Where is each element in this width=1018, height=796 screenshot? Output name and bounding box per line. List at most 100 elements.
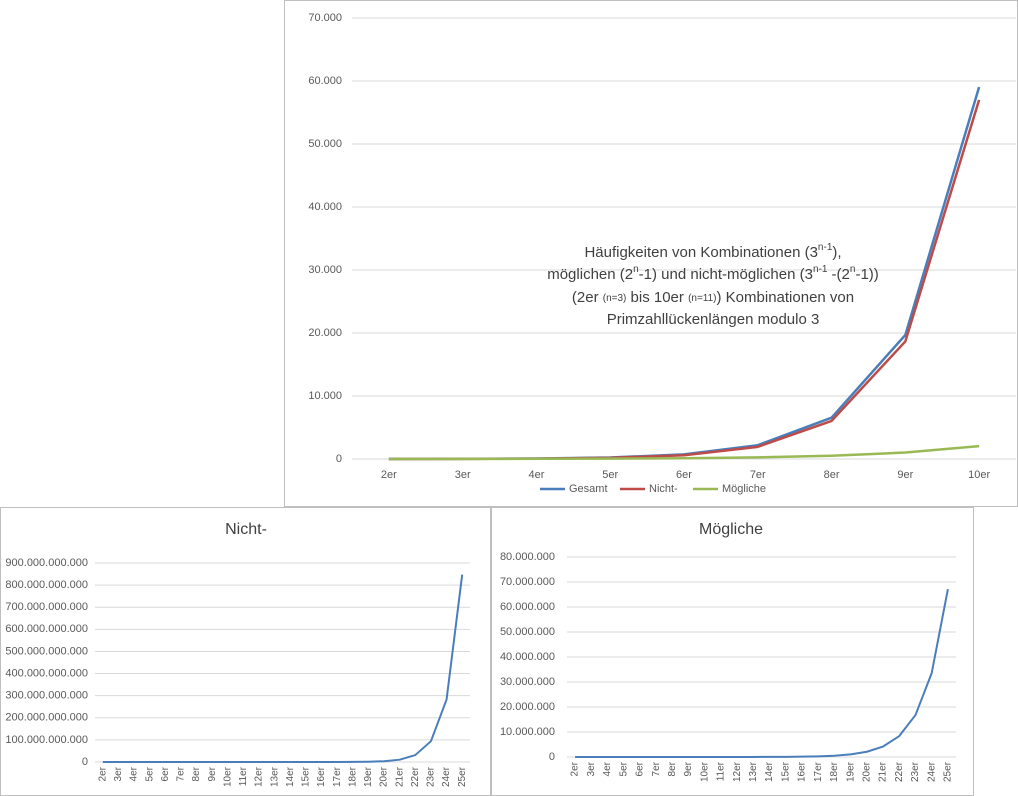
- y-tick-label: 500.000.000.000: [5, 645, 88, 657]
- chart-title: Häufigkeiten von Kombinationen (3n-1),: [584, 242, 841, 261]
- y-tick-label: 50.000: [308, 138, 342, 150]
- x-tick-label: 11er: [238, 766, 249, 786]
- y-tick-label: 70.000.000: [500, 576, 555, 588]
- y-tick-label: 0: [549, 751, 555, 763]
- x-tick-label: 3er: [113, 766, 124, 781]
- data-line: [388, 444, 980, 461]
- chart-frame: [284, 0, 1018, 507]
- y-tick-label: 70.000: [308, 12, 342, 24]
- x-tick-label: 17er: [332, 766, 343, 787]
- chart-title: Nicht-: [225, 521, 267, 538]
- y-tick-label: 800.000.000.000: [5, 579, 88, 591]
- y-tick-label: 100.000.000.000: [5, 734, 88, 746]
- x-tick-label: 10er: [699, 761, 710, 782]
- x-tick-label: 2er: [381, 469, 397, 481]
- data-line: [102, 574, 464, 763]
- x-tick-label: 18er: [829, 761, 840, 782]
- x-tick-label: 5er: [618, 761, 629, 776]
- y-tick-label: 20.000: [308, 327, 342, 339]
- chart-frame: [491, 507, 974, 796]
- x-tick-label: 5er: [602, 469, 618, 481]
- x-tick-label: 14er: [285, 766, 296, 787]
- y-tick-label: 600.000.000.000: [5, 623, 88, 635]
- x-tick-label: 24er: [926, 761, 937, 782]
- x-tick-label: 13er: [269, 766, 280, 787]
- legend-label: Gesamt: [569, 483, 608, 495]
- y-tick-label: 20.000.000: [500, 701, 555, 713]
- x-tick-label: 2er: [570, 761, 581, 776]
- x-tick-label: 20er: [379, 766, 390, 787]
- y-tick-label: 40.000.000: [500, 651, 555, 663]
- data-line: [575, 589, 949, 758]
- x-tick-label: 15er: [780, 761, 791, 782]
- chart-title: Primzahllückenlängen modulo 3: [607, 311, 820, 328]
- y-tick-label: 700.000.000.000: [5, 601, 88, 613]
- title-part: (2er: [572, 289, 603, 306]
- x-tick-label: 13er: [748, 761, 759, 782]
- y-tick-label: 10.000.000: [500, 726, 555, 738]
- x-tick-label: 23er: [910, 761, 921, 782]
- x-tick-label: 16er: [797, 761, 808, 782]
- title-part: -1)): [855, 266, 878, 283]
- legend-label: Nicht-: [649, 483, 678, 495]
- x-tick-label: 4er: [129, 766, 140, 781]
- y-tick-label: 0: [82, 756, 88, 768]
- x-tick-label: 23er: [426, 766, 437, 787]
- x-tick-label: 21er: [394, 766, 405, 787]
- y-tick-label: 400.000.000.000: [5, 667, 88, 679]
- title-part: n-1: [813, 264, 828, 275]
- x-tick-label: 25er: [943, 761, 954, 782]
- x-tick-label: 19er: [845, 761, 856, 782]
- title-part: bis 10er: [626, 289, 688, 306]
- y-tick-label: 40.000: [308, 201, 342, 213]
- y-tick-label: 80.000.000: [500, 551, 555, 563]
- y-tick-label: 0: [336, 453, 342, 465]
- x-tick-label: 16er: [316, 766, 327, 787]
- y-tick-label: 60.000: [308, 75, 342, 87]
- y-tick-label: 50.000.000: [500, 626, 555, 638]
- x-tick-label: 21er: [878, 761, 889, 782]
- x-tick-label: 10er: [968, 469, 990, 481]
- x-tick-label: 2er: [97, 766, 108, 781]
- x-tick-label: 4er: [602, 761, 613, 776]
- title-part: -1) und nicht-möglichen (3: [639, 266, 813, 283]
- x-tick-label: 12er: [732, 761, 743, 782]
- x-tick-label: 17er: [813, 761, 824, 782]
- y-tick-label: 10.000: [308, 390, 342, 402]
- x-tick-label: 10er: [222, 766, 233, 787]
- x-tick-label: 7er: [176, 766, 187, 781]
- x-tick-label: 6er: [160, 766, 171, 781]
- x-tick-label: 24er: [441, 766, 452, 787]
- y-tick-label: 300.000.000.000: [5, 690, 88, 702]
- x-tick-label: 20er: [861, 761, 872, 782]
- title-part: Häufigkeiten von Kombinationen (3: [584, 244, 817, 261]
- chart-title: Mögliche: [699, 521, 763, 538]
- title-part: Primzahllückenlängen modulo 3: [607, 311, 820, 328]
- y-tick-label: 30.000: [308, 264, 342, 276]
- x-tick-label: 8er: [667, 761, 678, 776]
- chart-title: möglichen (2n-1) und nicht-möglichen (3n…: [547, 264, 879, 283]
- x-tick-label: 18er: [347, 766, 358, 787]
- title-part: ),: [832, 244, 841, 261]
- x-tick-label: 6er: [676, 469, 692, 481]
- x-tick-label: 8er: [191, 766, 202, 781]
- x-tick-label: 7er: [750, 469, 766, 481]
- title-part: ) Kombinationen von: [717, 289, 855, 306]
- title-part: möglichen (2: [547, 266, 633, 283]
- x-tick-label: 14er: [764, 761, 775, 782]
- x-tick-label: 3er: [586, 761, 597, 776]
- title-part: (n=3): [603, 293, 627, 304]
- x-tick-label: 4er: [528, 469, 544, 481]
- y-tick-label: 60.000.000: [500, 601, 555, 613]
- y-tick-label: 30.000.000: [500, 676, 555, 688]
- title-part: (n=11): [688, 293, 716, 304]
- x-tick-label: 22er: [894, 761, 905, 782]
- x-tick-label: 5er: [144, 766, 155, 781]
- x-tick-label: 9er: [207, 766, 218, 781]
- title-part: n-1: [818, 242, 833, 253]
- x-tick-label: 9er: [897, 469, 913, 481]
- y-tick-label: 900.000.000.000: [5, 557, 88, 569]
- x-tick-label: 3er: [455, 469, 471, 481]
- title-part: n: [633, 264, 639, 275]
